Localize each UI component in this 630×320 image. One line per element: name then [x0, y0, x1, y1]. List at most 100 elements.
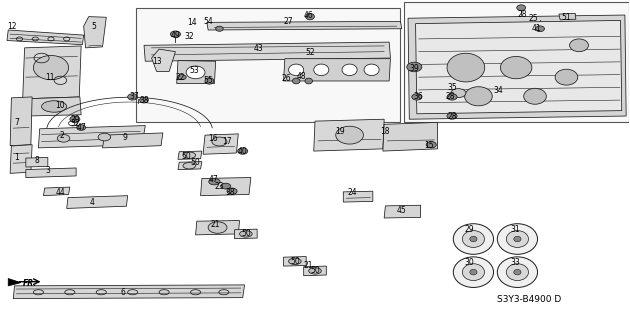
Ellipse shape: [220, 183, 231, 189]
Ellipse shape: [289, 64, 304, 76]
Text: 40: 40: [238, 147, 248, 156]
Ellipse shape: [470, 269, 477, 275]
Ellipse shape: [209, 179, 220, 185]
Ellipse shape: [239, 231, 252, 237]
Text: 55: 55: [203, 76, 213, 85]
Text: 33: 33: [510, 258, 520, 267]
Polygon shape: [152, 49, 175, 71]
Text: 54: 54: [203, 17, 213, 26]
Ellipse shape: [98, 133, 111, 141]
Ellipse shape: [497, 257, 537, 287]
Text: 47: 47: [76, 123, 86, 132]
Bar: [404, 2, 629, 123]
Polygon shape: [10, 97, 32, 146]
Text: 20: 20: [70, 115, 79, 124]
Text: 7: 7: [14, 118, 19, 127]
Ellipse shape: [524, 88, 546, 104]
Ellipse shape: [364, 64, 379, 76]
Polygon shape: [38, 125, 146, 148]
Polygon shape: [84, 17, 106, 48]
Text: 9: 9: [123, 132, 128, 141]
Polygon shape: [203, 134, 238, 154]
Ellipse shape: [555, 69, 578, 85]
Polygon shape: [284, 59, 391, 81]
Text: 28: 28: [445, 92, 455, 101]
Text: 18: 18: [381, 127, 390, 136]
Polygon shape: [178, 162, 202, 170]
Ellipse shape: [42, 101, 67, 112]
Polygon shape: [304, 266, 326, 276]
Text: 14: 14: [188, 19, 197, 28]
Polygon shape: [343, 191, 373, 202]
Text: 28: 28: [447, 112, 457, 121]
Ellipse shape: [412, 94, 422, 100]
Text: 23: 23: [215, 182, 224, 191]
Text: 38: 38: [139, 96, 149, 105]
Text: 50: 50: [310, 266, 320, 276]
Text: 50: 50: [181, 152, 191, 161]
Polygon shape: [8, 278, 21, 286]
Text: 44: 44: [55, 188, 66, 197]
Polygon shape: [26, 168, 76, 178]
Text: 8: 8: [35, 156, 40, 165]
Text: 50: 50: [290, 257, 300, 266]
Ellipse shape: [314, 64, 329, 76]
Ellipse shape: [514, 236, 521, 242]
Text: 12: 12: [8, 22, 17, 31]
Polygon shape: [144, 42, 391, 61]
Text: 24: 24: [348, 188, 358, 197]
Ellipse shape: [464, 87, 492, 106]
Ellipse shape: [309, 268, 321, 274]
Ellipse shape: [342, 64, 357, 76]
Polygon shape: [314, 119, 384, 151]
Ellipse shape: [183, 152, 195, 158]
Ellipse shape: [427, 141, 437, 148]
Text: 37: 37: [129, 92, 139, 101]
Ellipse shape: [451, 89, 466, 98]
Text: 51: 51: [561, 13, 571, 22]
Polygon shape: [207, 21, 402, 30]
Ellipse shape: [77, 124, 86, 130]
Text: 15: 15: [425, 141, 434, 150]
Polygon shape: [408, 15, 626, 119]
Text: 16: 16: [209, 134, 218, 143]
Ellipse shape: [447, 113, 457, 119]
Text: 52: 52: [305, 48, 315, 57]
Text: 25: 25: [529, 14, 539, 23]
Text: 36: 36: [414, 92, 423, 101]
Text: 11: 11: [45, 73, 54, 82]
Text: 4: 4: [89, 197, 94, 206]
Text: 32: 32: [185, 32, 194, 41]
Text: 31: 31: [510, 225, 520, 234]
Ellipse shape: [215, 26, 223, 31]
Ellipse shape: [57, 134, 70, 142]
Text: 26: 26: [282, 74, 292, 83]
Ellipse shape: [306, 13, 314, 20]
Text: 22: 22: [175, 73, 185, 82]
Text: 1: 1: [14, 153, 19, 162]
Ellipse shape: [33, 55, 69, 80]
Ellipse shape: [289, 258, 301, 265]
Text: 46: 46: [304, 12, 314, 20]
Ellipse shape: [227, 188, 237, 195]
Ellipse shape: [500, 56, 532, 79]
Text: 27: 27: [284, 17, 294, 26]
Ellipse shape: [497, 224, 537, 254]
Text: 48: 48: [296, 72, 306, 81]
Polygon shape: [234, 229, 257, 239]
Ellipse shape: [447, 94, 457, 100]
Ellipse shape: [208, 222, 227, 233]
Text: 13: 13: [152, 57, 161, 66]
Text: S3Y3-B4900 D: S3Y3-B4900 D: [496, 295, 561, 304]
Ellipse shape: [514, 269, 521, 275]
Ellipse shape: [305, 78, 312, 84]
Text: FR.: FR.: [23, 279, 37, 289]
Polygon shape: [43, 187, 70, 196]
Ellipse shape: [454, 224, 493, 254]
Ellipse shape: [517, 5, 525, 11]
Text: 3: 3: [45, 166, 50, 175]
Polygon shape: [200, 178, 251, 196]
Polygon shape: [284, 257, 306, 266]
Text: 29: 29: [464, 225, 474, 234]
Polygon shape: [10, 145, 32, 173]
